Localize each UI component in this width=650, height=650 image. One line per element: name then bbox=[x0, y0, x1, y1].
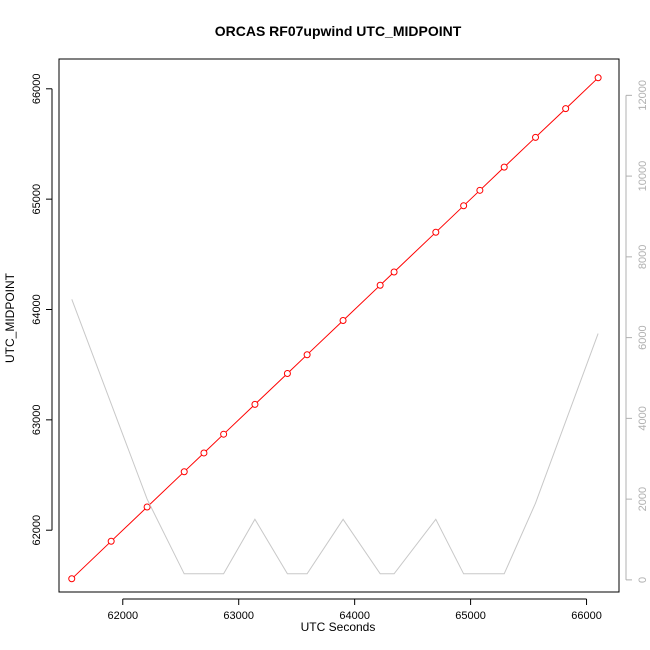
plot-frame bbox=[58, 58, 620, 593]
series-1-point bbox=[200, 449, 208, 457]
series-1-point bbox=[390, 268, 398, 276]
series-1-line bbox=[71, 77, 599, 580]
y-axis: 62000 63000 64000 65000 66000 bbox=[31, 73, 53, 546]
y2-tick-label: 4000 bbox=[637, 406, 649, 430]
y2-tick-label: 8000 bbox=[637, 245, 649, 269]
series-1-point bbox=[107, 537, 115, 545]
x-tick-label: 62000 bbox=[107, 610, 138, 622]
y2-tick-label: 6000 bbox=[637, 325, 649, 349]
series-1-point bbox=[68, 575, 76, 583]
secondary-y-axis: 0 2000 4000 6000 8000 10000 12000 bbox=[625, 80, 649, 583]
y2-tick-label: 2000 bbox=[637, 487, 649, 511]
series-1-point bbox=[500, 163, 508, 171]
series-1-point bbox=[143, 503, 151, 511]
chart-title: ORCAS RF07upwind UTC_MIDPOINT bbox=[215, 23, 462, 39]
x-tick-label: 64000 bbox=[339, 610, 370, 622]
series-1-point bbox=[476, 186, 484, 194]
y2-tick-label: 12000 bbox=[637, 80, 649, 111]
y-tick-label: 64000 bbox=[31, 294, 43, 325]
x-tick-label: 63000 bbox=[223, 610, 254, 622]
series-2-line bbox=[71, 299, 599, 575]
series-1-point bbox=[532, 133, 540, 141]
x-tick-label: 65000 bbox=[455, 610, 486, 622]
series-1-point bbox=[594, 74, 602, 82]
y-tick-label: 62000 bbox=[31, 515, 43, 546]
y-axis-label: UTC_MIDPOINT bbox=[3, 272, 17, 363]
series-1-point bbox=[180, 468, 188, 476]
x-axis: 62000 63000 64000 65000 66000 bbox=[107, 598, 602, 622]
y-tick-label: 63000 bbox=[31, 405, 43, 436]
series-1-point bbox=[283, 370, 291, 378]
x-tick-label: 66000 bbox=[571, 610, 602, 622]
series-layer bbox=[68, 74, 602, 583]
series-1-point bbox=[251, 400, 259, 408]
y-tick-label: 66000 bbox=[31, 73, 43, 104]
series-1-point bbox=[562, 105, 570, 113]
y2-tick-label: 0 bbox=[637, 577, 649, 583]
series-1-point bbox=[220, 430, 228, 438]
x-axis-label: UTC Seconds bbox=[301, 620, 376, 634]
series-1-point bbox=[339, 317, 347, 325]
y2-tick-label: 10000 bbox=[637, 161, 649, 192]
y-tick-label: 65000 bbox=[31, 184, 43, 215]
series-1-point bbox=[376, 281, 384, 289]
series-1-point bbox=[432, 228, 440, 236]
series-1-point bbox=[460, 202, 468, 210]
series-1-point bbox=[303, 351, 311, 359]
